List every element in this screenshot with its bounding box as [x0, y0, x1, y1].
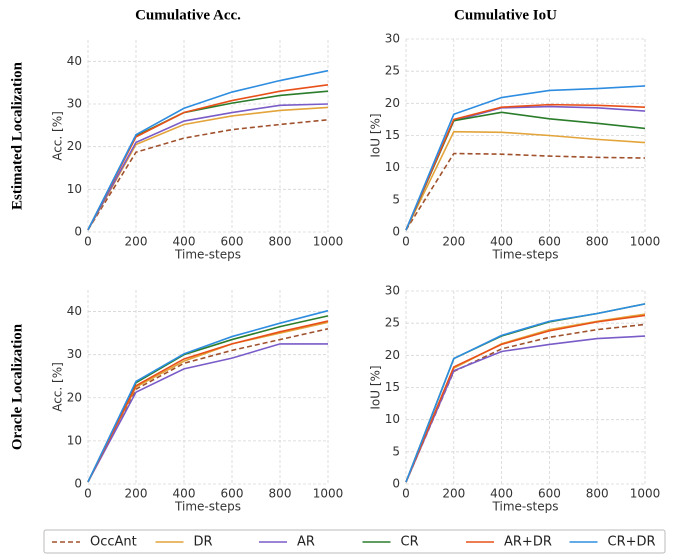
y-tick-label: 0 [74, 477, 82, 491]
legend-label: OccAnt [90, 535, 137, 550]
x-tick-label: 800 [586, 487, 609, 501]
y-tick-label: 30 [385, 284, 400, 298]
x-tick-label: 800 [586, 235, 609, 249]
x-axis-label: Time-steps [492, 500, 559, 514]
series-line [405, 130, 646, 231]
legend-label: DR [194, 535, 213, 550]
y-tick-label: 20 [385, 348, 400, 362]
x-tick-label: 1000 [630, 487, 661, 501]
row-label: Oracle Localization [9, 323, 25, 450]
series-line [87, 321, 329, 483]
x-axis-label: Time-steps [174, 248, 241, 262]
y-tick-label: 40 [67, 304, 82, 318]
legend-label: CR [401, 535, 419, 550]
series-line [87, 343, 328, 483]
x-tick-label: 600 [538, 487, 561, 501]
x-tick-label: 0 [84, 487, 92, 501]
series-line [405, 85, 646, 231]
series-line [405, 314, 646, 483]
x-tick-label: 400 [173, 487, 196, 501]
y-tick-label: 5 [392, 444, 400, 458]
y-tick-label: 25 [385, 316, 400, 330]
series-line [87, 320, 329, 483]
y-axis-label: IoU [%] [369, 113, 383, 157]
y-tick-label: 30 [67, 97, 82, 111]
legend-label: AR [297, 535, 315, 550]
y-tick-label: 15 [385, 128, 400, 142]
x-tick-label: 800 [269, 487, 292, 501]
chart-title: Cumulative IoU [454, 7, 557, 23]
series-line [405, 103, 646, 231]
y-axis-label: Acc. [%] [51, 362, 65, 412]
x-tick-label: 0 [402, 487, 410, 501]
series-line [405, 303, 646, 483]
x-tick-label: 400 [173, 235, 196, 249]
y-tick-label: 30 [385, 32, 400, 46]
series-line [87, 106, 329, 231]
y-tick-label: 10 [385, 160, 400, 174]
y-tick-label: 30 [67, 347, 82, 361]
y-axis-label: IoU [%] [369, 365, 383, 409]
y-axis-label: Acc. [%] [51, 111, 65, 161]
series-line [87, 315, 329, 483]
series-line [87, 328, 329, 483]
x-tick-label: 200 [125, 235, 148, 249]
y-tick-label: 15 [385, 380, 400, 394]
x-tick-label: 1000 [630, 235, 661, 249]
y-tick-label: 0 [392, 225, 400, 239]
x-axis-label: Time-steps [492, 248, 559, 262]
y-tick-label: 5 [392, 192, 400, 206]
x-tick-label: 600 [221, 487, 244, 501]
x-tick-label: 600 [221, 235, 244, 249]
legend-label: CR+DR [608, 535, 656, 550]
series-line [87, 103, 329, 231]
series-line [405, 303, 646, 483]
y-tick-label: 40 [67, 54, 82, 68]
x-axis-label: Time-steps [174, 500, 241, 514]
y-tick-label: 10 [385, 412, 400, 426]
x-tick-label: 200 [442, 235, 465, 249]
legend-box [43, 529, 666, 554]
x-tick-label: 400 [490, 487, 513, 501]
x-tick-label: 800 [269, 235, 292, 249]
y-tick-label: 0 [392, 477, 400, 491]
x-tick-label: 1000 [313, 235, 344, 249]
y-tick-label: 10 [67, 433, 82, 447]
series-line [87, 309, 329, 483]
y-tick-label: 20 [67, 390, 82, 404]
legend-label: AR+DR [504, 535, 552, 550]
x-tick-label: 0 [402, 235, 410, 249]
y-tick-label: 20 [385, 96, 400, 110]
series-line [87, 118, 329, 231]
series-line [405, 335, 646, 483]
x-tick-label: 200 [125, 487, 148, 501]
row-label: Estimated Localization [9, 61, 25, 210]
x-tick-label: 1000 [313, 487, 344, 501]
chart-title: Cumulative Acc. [135, 7, 241, 23]
x-tick-label: 400 [490, 235, 513, 249]
x-tick-label: 200 [442, 487, 465, 501]
y-tick-label: 0 [74, 225, 82, 239]
y-tick-label: 20 [67, 139, 82, 153]
y-tick-label: 10 [67, 182, 82, 196]
series-line [87, 84, 329, 231]
series-line [405, 152, 646, 231]
x-tick-label: 600 [538, 235, 561, 249]
y-tick-label: 25 [385, 64, 400, 78]
x-tick-label: 0 [84, 235, 92, 249]
series-line [87, 69, 329, 231]
